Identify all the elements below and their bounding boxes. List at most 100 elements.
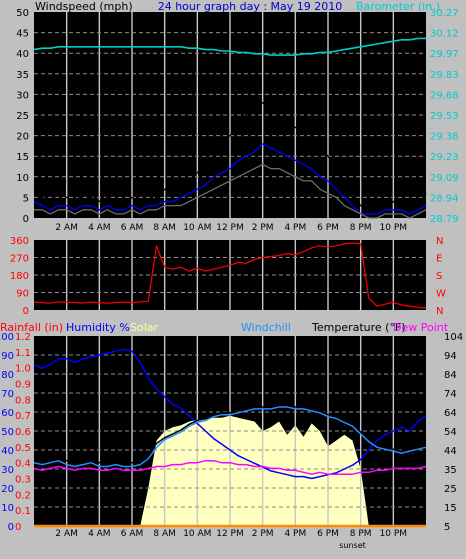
compass-tick: S — [436, 271, 442, 282]
x-tick-label: 12 PM — [216, 529, 244, 539]
x-tick-label: 8 AM — [153, 529, 176, 539]
humidity-line — [33, 348, 427, 480]
x-tick-label: 10 PM — [380, 223, 408, 233]
legend-dewpoint: Dew Point — [393, 321, 449, 334]
windchill-line — [33, 406, 427, 468]
barometer-tick: 29.38 — [430, 132, 459, 143]
humidity-tick: 40 — [1, 446, 14, 457]
sunset-label: sunset — [339, 541, 366, 550]
x-tick-label: 4 PM — [284, 223, 306, 233]
barometer-tick: 29.09 — [430, 173, 459, 184]
windspeed-tick: 20 — [16, 132, 29, 143]
x-tick-label: 8 AM — [153, 223, 176, 233]
barometer-tick: 29.68 — [430, 90, 459, 101]
legend-temperature: Temperature (°F) — [311, 321, 406, 334]
barometer-tick: 28.79 — [430, 214, 459, 225]
rainfall-tick: 0.7 — [15, 411, 31, 422]
wind-panel-grid — [34, 12, 426, 218]
x-tick-label: 6 PM — [317, 223, 339, 233]
temperature-tick: 5 — [444, 522, 450, 533]
temperature-tick: 94 — [444, 351, 457, 362]
direction-panel-grid — [34, 240, 426, 310]
rainfall-tick: 1.1 — [15, 348, 31, 359]
humidity-axis: 0 10 20 30 40 50 60 70 80 90 100 — [0, 332, 14, 533]
wind-panel-series — [33, 37, 427, 219]
rainfall-tick: 0.1 — [15, 506, 31, 517]
humidity-tick: 60 — [1, 408, 14, 419]
temperature-panel-x-axis: 2 AM 4 AM 6 AM 8 AM 10 AM 12 PM 2 PM 4 PM 6 PM 8 … — [55, 529, 407, 550]
humidity-tick: 90 — [1, 351, 14, 362]
rainfall-tick: 0.6 — [15, 427, 31, 438]
direction-tick: 270 — [10, 254, 29, 265]
barometer-tick: 30.12 — [430, 29, 459, 40]
x-tick-label: 10 AM — [183, 223, 211, 233]
barometer-tick: 29.23 — [430, 152, 459, 163]
direction-tick: 90 — [16, 289, 29, 300]
x-tick-label: 12 PM — [216, 223, 244, 233]
direction-panel-series — [33, 242, 427, 309]
temperature-line — [33, 404, 427, 464]
x-tick-label: 10 AM — [183, 529, 211, 539]
x-tick-label: 4 PM — [284, 529, 306, 539]
graph-title: 24 hour graph day : May 19 2010 — [158, 0, 343, 13]
x-tick-label: 6 AM — [121, 529, 144, 539]
temperature-tick: 64 — [444, 408, 457, 419]
temperature-tick: 35 — [444, 465, 457, 476]
windspeed-tick: 50 — [16, 8, 29, 19]
direction-degrees-axis: 0 90 180 270 360 — [10, 236, 29, 317]
x-tick-label: 2 PM — [252, 529, 274, 539]
rainfall-tick: 0.3 — [15, 475, 31, 486]
dewpoint-line — [33, 459, 427, 475]
barometer-axis: 28.79 28.94 29.09 29.23 29.38 29.53 29.68 29.83… — [430, 8, 459, 225]
direction-tick: 0 — [23, 306, 29, 317]
humidity-tick: 80 — [1, 370, 14, 381]
wind_avg-line — [34, 163, 427, 219]
windspeed-tick: 10 — [16, 173, 29, 184]
wind-panel-x-axis: 2 AM 4 AM 6 AM 8 AM 10 AM 12 PM 2 PM 4 PM 6 PM 8 … — [55, 223, 407, 233]
temperature-tick: 15 — [444, 503, 457, 514]
direction-tick: 360 — [10, 236, 29, 247]
windspeed-tick: 35 — [16, 70, 29, 81]
x-tick-label: 4 AM — [88, 529, 111, 539]
compass-tick: W — [436, 289, 446, 300]
barometer-tick: 30.27 — [430, 8, 459, 19]
barometer-line — [33, 37, 426, 56]
temperature-tick: 25 — [444, 484, 457, 495]
windspeed-tick: 40 — [16, 49, 29, 60]
rainfall-tick: 1.2 — [15, 332, 31, 343]
temperature-tick: 54 — [444, 427, 457, 438]
windspeed-tick: 5 — [23, 193, 29, 204]
direction-line — [33, 242, 427, 309]
legend-windchill: Windchill — [241, 321, 291, 334]
barometer-tick: 29.83 — [430, 70, 459, 81]
x-tick-label: 6 AM — [121, 223, 144, 233]
rainfall-tick: 0.8 — [15, 395, 31, 406]
barometer-tick: 29.53 — [430, 111, 459, 122]
barometer-tick: 29.97 — [430, 49, 459, 60]
x-tick-label: 2 PM — [252, 223, 274, 233]
rainfall-axis: 0 0.1 0.2 0.3 0.4 0.5 0.6 0.7 0.8 0.9 1.0 1.1 1.2 — [15, 332, 31, 533]
barometer-tick: 28.94 — [430, 193, 459, 204]
windspeed-tick: 30 — [16, 90, 29, 101]
x-tick-label: 4 AM — [88, 223, 111, 233]
x-tick-label: 10 PM — [380, 529, 408, 539]
legend-rainfall: Rainfall (in) — [0, 321, 63, 334]
compass-tick: N — [436, 306, 443, 317]
temperature-tick: 74 — [444, 389, 457, 400]
x-tick-label: 2 AM — [55, 223, 78, 233]
rainfall-tick: 0.5 — [15, 443, 31, 454]
barometer-label: Barometer (in.) — [356, 0, 440, 13]
temperature-panel-grid — [34, 336, 426, 526]
windspeed-tick: 25 — [16, 111, 29, 122]
x-tick-label: 6 PM — [317, 529, 339, 539]
windspeed-tick: 0 — [23, 214, 29, 225]
rainfall-tick: 0.2 — [15, 490, 31, 501]
direction-tick: 180 — [10, 271, 29, 282]
gust-line — [33, 101, 427, 211]
rainfall-tick: 0.9 — [15, 380, 31, 391]
humidity-tick: 70 — [1, 389, 14, 400]
humidity-tick: 50 — [1, 427, 14, 438]
x-tick-label: 2 AM — [55, 529, 78, 539]
